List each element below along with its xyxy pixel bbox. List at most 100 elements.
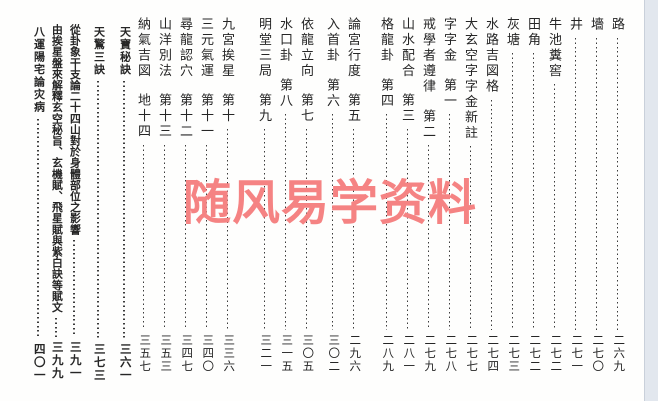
entry-title: 田角	[526, 17, 541, 48]
entry-part-label: 第十一	[199, 93, 214, 140]
toc-entry: 依龍立向 第七 三〇五	[296, 17, 317, 373]
dotted-leader	[595, 37, 598, 330]
dotted-leader	[427, 144, 430, 330]
dotted-leader	[553, 84, 556, 330]
entry-part-label: 地十四	[136, 93, 151, 140]
entry-title: 水口卦	[278, 17, 293, 64]
entry-title: 尋龍認穴	[178, 17, 193, 79]
toc-entry: 戒學者遵律 第二 二七九	[418, 17, 439, 373]
dotted-leader	[511, 53, 514, 330]
toc-entry: 尋龍認穴 第十二 三四七	[175, 17, 196, 373]
toc-entry: 水路吉図格 二七四	[481, 17, 502, 373]
entry-page-number: 三五三	[159, 334, 172, 373]
entry-page-number: 三九一	[68, 341, 81, 380]
toc-entry: 從卦象干支論二十四山對於身體部位之影響 三九一	[65, 17, 83, 380]
toc-entry: 由挨星盤來解釋玄空秘旨、玄機賦、飛星賦與紫白訣等賦文 三九九	[47, 17, 65, 380]
entry-page-number: 三四七	[180, 334, 193, 373]
entry-page-number: 二七二	[549, 334, 562, 373]
dotted-leader	[352, 129, 355, 330]
dotted-leader	[616, 37, 619, 330]
entry-title: 水路吉図格	[484, 17, 499, 95]
entry-page-number: 二九六	[348, 334, 361, 373]
entry-title: 牛池糞窖	[547, 17, 562, 79]
toc-entry: 山水配合 第三 二八一	[397, 17, 418, 373]
dotted-leader	[55, 317, 57, 337]
entry-title: 井	[568, 17, 583, 33]
toc-entry: 大玄空字字金新註 二七七	[460, 17, 481, 373]
entry-title: 字字金	[442, 17, 457, 64]
dotted-leader	[163, 144, 166, 330]
table-of-contents: 路 二六九 墻 二七〇 井 二七一 牛池糞窖	[24, 17, 628, 382]
entry-page-number: 二七八	[444, 334, 457, 373]
entry-page-number: 三四〇	[201, 334, 214, 373]
entry-page-number: 二六九	[612, 334, 625, 373]
entry-title: 九宮挨星	[220, 17, 235, 79]
entry-part-label: 第一	[442, 77, 457, 109]
toc-entry: 山洋別法 第十三 三五三	[154, 17, 175, 373]
entry-title: 山洋別法	[157, 17, 172, 79]
entry-part-label: 第四	[379, 77, 394, 109]
entry-title: 山水配合	[400, 17, 415, 79]
dotted-leader	[448, 113, 451, 330]
dotted-leader	[490, 99, 493, 330]
entry-title: 天驚三訣	[92, 26, 105, 76]
dotted-leader	[263, 129, 266, 330]
toc-entry: 三元氣運 第十一 三四〇	[196, 17, 217, 373]
entry-page-number: 三一五	[280, 334, 293, 373]
entry-title: 戒學者遵律	[421, 17, 436, 95]
toc-entry: 墻 二七〇	[586, 17, 607, 373]
entry-title: 八運陽宅論灾病	[32, 26, 45, 114]
entry-part-label: 第七	[299, 93, 314, 124]
dotted-leader	[532, 53, 535, 330]
toc-entry: 納氣吉図 地十四 三五七	[133, 17, 154, 373]
entry-page-number: 三九九	[50, 341, 63, 380]
entry-part-label: 第三	[400, 93, 415, 124]
entry-title: 天寶秘訣	[118, 26, 131, 76]
dotted-leader	[226, 129, 229, 330]
entry-title: 從卦象干支論二十四山對於身體部位之影響	[68, 24, 81, 235]
dotted-leader	[123, 81, 125, 339]
toc-entry: 田角 二七二	[523, 17, 544, 373]
entry-title: 大玄空字字金新註	[463, 17, 478, 141]
toc-entry: 天寶秘訣 三六一	[115, 17, 133, 382]
entry-title: 論宮行度	[346, 17, 361, 79]
entry-page-number: 二七一	[570, 334, 583, 373]
dotted-leader	[97, 81, 99, 339]
dotted-leader	[385, 113, 388, 330]
entry-page-number: 三〇五	[301, 334, 314, 373]
entry-page-number: 二七三	[507, 334, 520, 373]
entry-part-label: 第五	[346, 93, 361, 124]
entry-page-number: 三五七	[138, 334, 151, 373]
dotted-leader	[37, 118, 39, 339]
entry-title: 依龍立向	[299, 17, 314, 79]
toc-entry: 灰塘 二七三	[502, 17, 523, 373]
entry-page-number: 二七二	[528, 334, 541, 373]
entry-title: 三元氣運	[199, 17, 214, 79]
entry-part-label: 第二	[421, 108, 436, 140]
toc-entry: 九宮挨星 第十 三三六	[217, 17, 238, 373]
entry-page-number: 三三六	[222, 334, 235, 373]
toc-entry: 入首卦 第六 三〇二	[322, 17, 343, 373]
entry-part-label: 第八	[278, 77, 293, 109]
dotted-leader	[142, 144, 145, 330]
entry-page-number: 二八一	[402, 334, 415, 373]
entry-page-number: 二八九	[381, 334, 394, 373]
dotted-leader	[205, 144, 208, 330]
entry-page-number: 二七〇	[591, 334, 604, 373]
entry-page-number: 二七九	[423, 334, 436, 373]
entry-title: 納氣吉図	[136, 17, 151, 79]
toc-entry: 牛池糞窖 二七二	[544, 17, 565, 373]
toc-entry: 八運陽宅論灾病 四〇一	[29, 17, 47, 382]
entry-title: 路	[610, 17, 625, 33]
entry-page-number: 三七三	[92, 343, 105, 382]
dotted-leader	[574, 37, 577, 330]
dotted-leader	[184, 144, 187, 330]
entry-part-label: 第十	[220, 93, 235, 124]
dotted-leader	[284, 113, 287, 330]
entry-page-number: 四〇一	[32, 343, 45, 382]
dotted-leader	[305, 129, 308, 330]
toc-entry: 路 二六九	[607, 17, 628, 373]
entry-title: 灰塘	[505, 17, 520, 48]
entry-part-label: 第十二	[178, 93, 193, 140]
